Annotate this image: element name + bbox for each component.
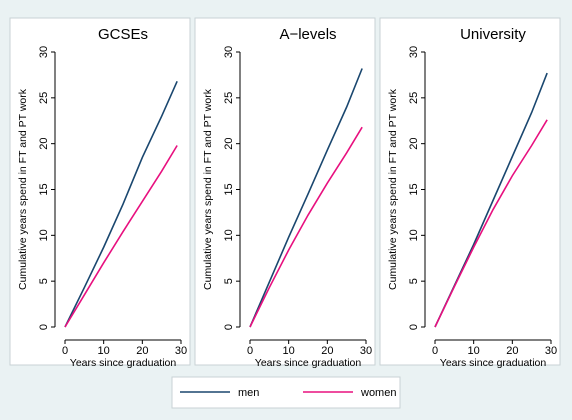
x-tick-label: 30 <box>545 345 557 357</box>
x-tick-label: 10 <box>468 345 480 357</box>
x-tick-label: 30 <box>175 345 187 357</box>
series-line <box>434 119 548 328</box>
x-axis-title: Years since graduation <box>70 357 177 369</box>
y-tick-label: 10 <box>408 229 420 241</box>
x-tick-label: 0 <box>62 345 68 357</box>
panel-title: University <box>460 26 526 43</box>
y-tick-label: 15 <box>408 183 420 195</box>
y-tick-label: 10 <box>38 229 50 241</box>
panel-title: GCSEs <box>98 26 148 43</box>
y-axis-title: Cumulative years spend in FT and PT work <box>17 88 29 290</box>
x-tick-label: 20 <box>136 345 148 357</box>
y-tick-label: 30 <box>408 46 420 58</box>
y-tick-label: 20 <box>223 138 235 150</box>
y-tick-label: 30 <box>223 46 235 58</box>
x-tick-label: 10 <box>98 345 110 357</box>
x-tick-label: 20 <box>506 345 518 357</box>
x-tick-label: 20 <box>321 345 333 357</box>
y-tick-label: 10 <box>223 229 235 241</box>
x-axis-title: Years since graduation <box>440 357 547 369</box>
x-tick-label: 10 <box>283 345 295 357</box>
y-tick-label: 15 <box>38 183 50 195</box>
y-tick-label: 5 <box>408 278 420 284</box>
y-tick-label: 25 <box>408 92 420 104</box>
y-tick-label: 0 <box>38 324 50 330</box>
x-axis-title: Years since graduation <box>255 357 362 369</box>
series-line <box>249 68 363 328</box>
y-tick-label: 25 <box>223 92 235 104</box>
x-tick-label: 0 <box>247 345 253 357</box>
x-tick-label: 30 <box>360 345 372 357</box>
panel <box>379 17 561 366</box>
panel-title: A−levels <box>279 26 336 43</box>
legend-label: men <box>238 387 259 399</box>
series-line <box>249 126 363 328</box>
y-tick-label: 20 <box>38 138 50 150</box>
y-axis-title: Cumulative years spend in FT and PT work <box>387 88 399 290</box>
panel <box>9 17 191 366</box>
series-line <box>64 81 178 328</box>
y-tick-label: 5 <box>38 278 50 284</box>
x-tick-label: 0 <box>432 345 438 357</box>
series-line <box>64 145 178 328</box>
y-tick-label: 5 <box>223 278 235 284</box>
y-axis-title: Cumulative years spend in FT and PT work <box>202 88 214 290</box>
y-tick-label: 0 <box>223 324 235 330</box>
legend-label: women <box>360 387 396 399</box>
panel <box>194 17 376 366</box>
y-tick-label: 15 <box>223 183 235 195</box>
y-tick-label: 20 <box>408 138 420 150</box>
y-tick-label: 30 <box>38 46 50 58</box>
y-tick-label: 25 <box>38 92 50 104</box>
y-tick-label: 0 <box>408 324 420 330</box>
